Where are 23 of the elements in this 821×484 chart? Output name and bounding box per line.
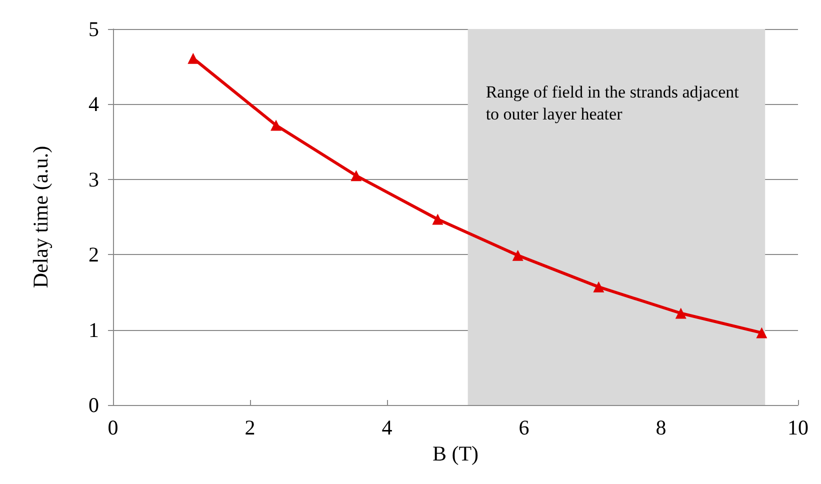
x-tick-label: 10	[788, 416, 808, 440]
y-tick-label: 1	[88, 318, 99, 342]
x-tick-label: 8	[656, 416, 666, 440]
y-tick-label: 3	[88, 167, 99, 192]
point	[270, 120, 282, 131]
x-tick-label: 4	[382, 416, 393, 440]
y-axis-title: Delay time (a.u.)	[28, 146, 52, 288]
point	[756, 327, 768, 338]
x-tick-label: 6	[518, 416, 530, 440]
point	[512, 250, 524, 261]
point	[432, 214, 444, 225]
x-tick-label: 0	[108, 416, 118, 440]
y-tick-label: 4	[88, 92, 100, 116]
y-tick-label: 5	[88, 17, 99, 41]
point	[593, 281, 604, 292]
x-tick-label: 2	[244, 416, 256, 440]
point	[188, 52, 199, 64]
band-label: Range of field in the strands adjacent to outer layer heater	[486, 82, 744, 124]
x-axis-title: B (T)	[432, 441, 479, 466]
point	[675, 308, 686, 319]
y-tick-label: 0	[88, 393, 99, 417]
point	[350, 170, 362, 182]
y-tick-label: 2	[88, 242, 99, 267]
